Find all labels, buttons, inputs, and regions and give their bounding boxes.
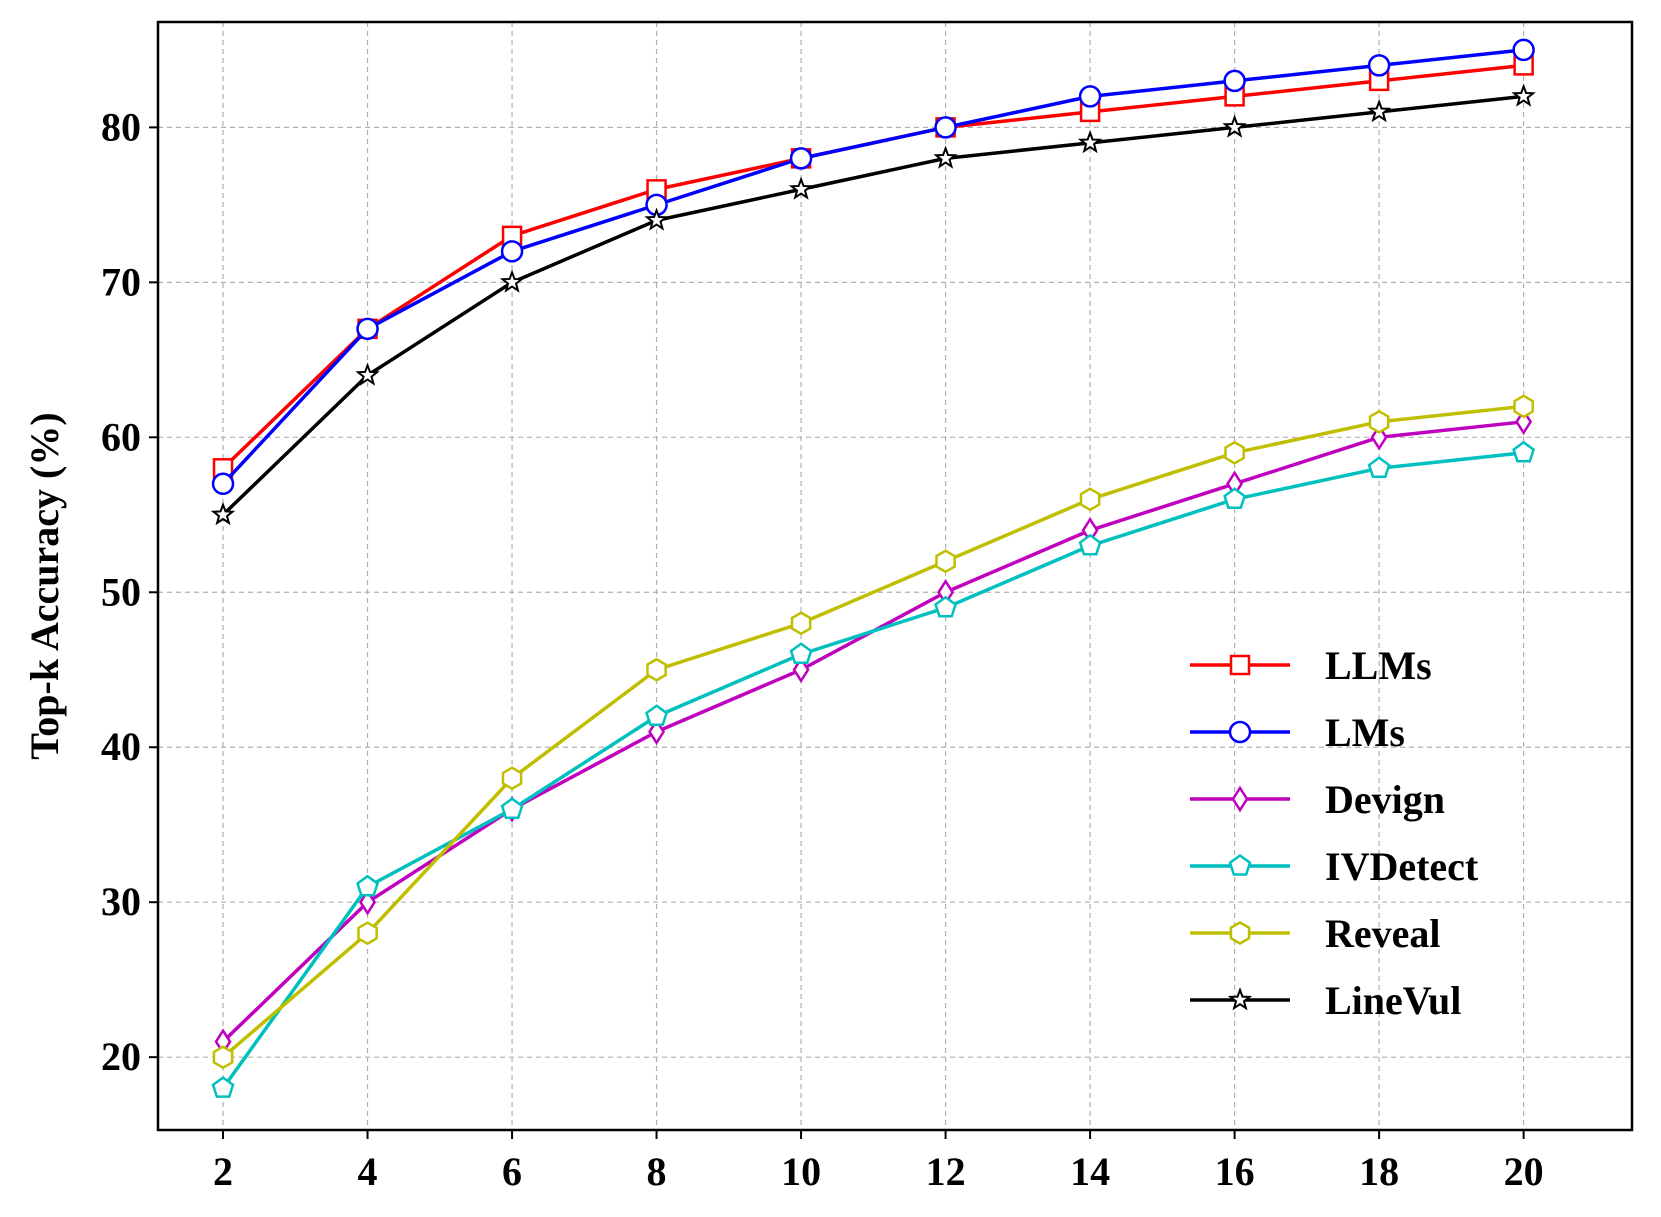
- x-tick-label: 14: [1070, 1149, 1110, 1194]
- data-point: [1077, 130, 1103, 154]
- series-line-linevul: [221, 94, 1524, 517]
- legend: LLMs LMs Devign IVDetect Reveal LineVul: [1190, 643, 1479, 1023]
- data-point: [1223, 487, 1247, 510]
- legend-label: LMs: [1325, 710, 1405, 755]
- data-point: [1222, 114, 1247, 138]
- legend-marker: [1228, 720, 1252, 744]
- data-point: [1512, 38, 1535, 62]
- plot-frame: [156, 20, 1634, 1132]
- legend-label: IVDetect: [1325, 844, 1479, 889]
- y-tick-label: 70: [101, 259, 141, 304]
- data-point: [500, 797, 524, 819]
- series-reveal: [212, 394, 1534, 1070]
- x-tick-label: 2: [213, 1149, 233, 1194]
- x-axis-ticks: 2 4 6 8 10 12 14 16 18 20: [213, 1130, 1544, 1194]
- x-tick-label: 8: [647, 1149, 667, 1194]
- data-point: [500, 240, 524, 263]
- data-point: [644, 207, 669, 231]
- data-point: [790, 611, 812, 636]
- y-tick-label: 30: [101, 879, 141, 924]
- y-tick-label: 20: [101, 1034, 141, 1079]
- data-point: [935, 549, 956, 574]
- legend-item-lms: LMs: [1190, 710, 1405, 755]
- data-point: [646, 657, 667, 682]
- data-point: [211, 1076, 235, 1098]
- data-point: [1078, 533, 1102, 556]
- data-point: [356, 874, 379, 897]
- series-lines: [210, 38, 1536, 1098]
- y-tick-label: 60: [101, 414, 141, 459]
- legend-item-devign: Devign: [1190, 777, 1445, 822]
- x-tick-label: 18: [1359, 1149, 1399, 1194]
- data-point: [1367, 54, 1391, 77]
- data-point: [501, 766, 523, 791]
- legend-item-ivdetect: IVDetect: [1190, 844, 1479, 889]
- series-linevul: [210, 83, 1536, 526]
- data-point: [1223, 69, 1246, 93]
- data-point: [1511, 83, 1536, 107]
- grid-lines: [158, 22, 1632, 1130]
- x-tick-label: 4: [358, 1149, 378, 1194]
- x-tick-label: 10: [781, 1149, 821, 1194]
- series-lms: [211, 38, 1535, 496]
- series-line-llms: [221, 63, 1524, 470]
- data-point: [1367, 456, 1391, 479]
- data-point: [1512, 440, 1536, 463]
- data-point: [1366, 99, 1392, 123]
- series-line-reveal: [221, 404, 1524, 1059]
- data-point: [1370, 423, 1388, 451]
- data-point: [1224, 440, 1245, 465]
- data-point: [1078, 85, 1102, 108]
- data-point: [789, 642, 813, 664]
- series-line-ivdetect: [221, 451, 1524, 1090]
- data-point: [933, 145, 958, 169]
- x-tick-label: 6: [502, 1149, 522, 1194]
- legend-marker: [1227, 987, 1253, 1011]
- data-point: [212, 1045, 234, 1070]
- data-point: [1513, 394, 1534, 419]
- legend-label: Reveal: [1325, 911, 1441, 956]
- data-point: [934, 595, 958, 618]
- data-point: [1079, 487, 1101, 512]
- legend-item-reveal: Reveal: [1190, 911, 1441, 956]
- data-point: [355, 362, 380, 386]
- data-point: [645, 704, 669, 726]
- y-tick-label: 50: [101, 569, 141, 614]
- y-tick-label: 80: [101, 104, 141, 149]
- y-tick-label: 40: [101, 724, 141, 769]
- data-point: [788, 176, 814, 200]
- series-llms: [212, 55, 1534, 479]
- data-point: [210, 501, 236, 526]
- series-line-lms: [221, 48, 1524, 485]
- data-point: [934, 116, 957, 139]
- legend-marker: [1231, 785, 1249, 813]
- x-tick-label: 12: [926, 1149, 966, 1194]
- data-point: [1515, 408, 1533, 436]
- data-point: [359, 888, 377, 916]
- data-point: [499, 269, 525, 293]
- legend-item-linevul: LineVul: [1190, 978, 1461, 1023]
- legend-item-llms: LLMs: [1190, 643, 1432, 688]
- data-point: [792, 656, 810, 684]
- data-point: [357, 921, 378, 946]
- data-point: [356, 317, 379, 341]
- legend-label: LLMs: [1325, 643, 1432, 688]
- legend-label: LineVul: [1325, 978, 1461, 1023]
- y-axis-label: Top-k Accuracy (%): [22, 412, 67, 759]
- data-point: [648, 718, 666, 746]
- legend-marker: [1228, 853, 1252, 876]
- y-axis-ticks: 20 30 40 50 60 70 80: [101, 104, 158, 1079]
- data-point: [211, 472, 235, 496]
- legend-label: Devign: [1325, 777, 1445, 822]
- x-tick-label: 16: [1215, 1149, 1255, 1194]
- series-ivdetect: [211, 440, 1536, 1098]
- legend-marker: [1229, 654, 1251, 676]
- data-point: [789, 147, 813, 170]
- legend-marker: [1229, 921, 1251, 945]
- data-point: [1368, 409, 1390, 434]
- x-tick-label: 20: [1504, 1149, 1544, 1194]
